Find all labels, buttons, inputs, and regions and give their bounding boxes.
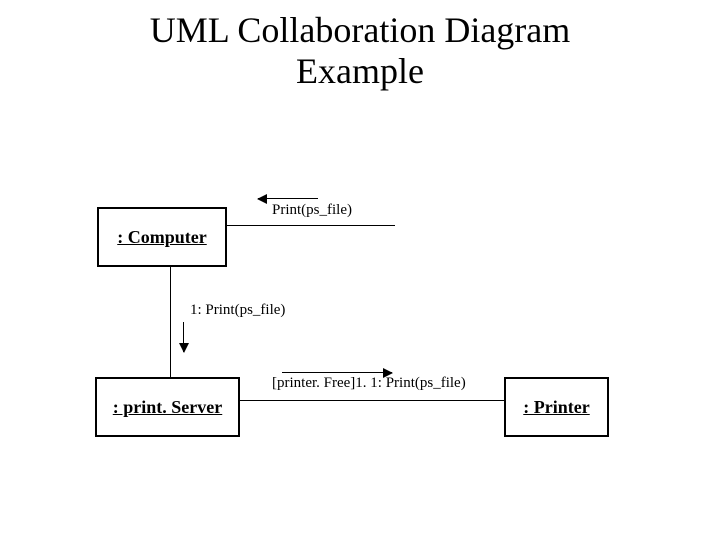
node-print-server-label: : print. Server xyxy=(113,397,222,418)
diagram-title: UML Collaboration Diagram Example xyxy=(0,10,720,93)
msg1-arrow xyxy=(183,322,184,352)
msg1-label: 1: Print(ps_file) xyxy=(190,302,285,319)
assoc-line-computer xyxy=(227,225,395,226)
diagram-canvas: UML Collaboration Diagram Example Print(… xyxy=(0,0,720,540)
title-line-2: Example xyxy=(296,51,424,91)
assoc-line-printer xyxy=(240,400,504,401)
node-print-server: : print. Server xyxy=(95,377,240,437)
assoc-line-vert xyxy=(170,267,171,377)
node-printer: : Printer xyxy=(504,377,609,437)
node-printer-label: : Printer xyxy=(523,397,589,418)
msg2-label: [printer. Free]1. 1: Print(ps_file) xyxy=(272,375,466,392)
msg0-arrow xyxy=(258,198,318,199)
msg0-label: Print(ps_file) xyxy=(272,202,352,219)
node-computer-label: : Computer xyxy=(117,227,206,248)
msg2-arrow xyxy=(282,372,392,373)
title-line-1: UML Collaboration Diagram xyxy=(150,10,571,50)
node-computer: : Computer xyxy=(97,207,227,267)
